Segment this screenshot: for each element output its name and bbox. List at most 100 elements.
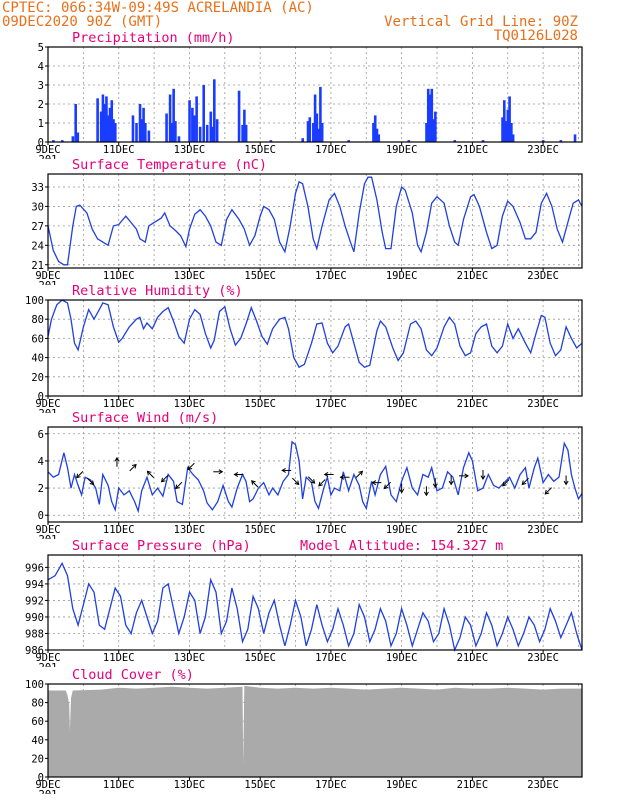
wind-arrowhead [323,472,329,477]
x-tick-label: 23DEC [527,779,559,791]
x-tick-label: 9DEC [35,270,60,282]
y-tick-label: 0 [38,772,44,784]
x-tick-label: 9DEC [35,652,60,664]
wind-arrow [175,481,183,489]
y-tick-label: 100 [25,679,44,691]
wind-arrow [292,477,300,485]
precip-bar [188,100,191,142]
precip-bar [511,134,515,142]
x-tick-label: 13DEC [174,270,206,282]
precip-bar [103,104,106,142]
panel-pres: 986 988 990 992 994 996 Surface Pressure (hPa)… [25,538,583,667]
wind-arrow [147,470,155,479]
wind-arrowhead [383,484,389,490]
x-tick-label: 23DEC [527,524,559,536]
wind-arrow [318,479,326,487]
x-tick-label: 9DEC [35,524,60,536]
precip-bar [138,104,142,142]
wind-arrowhead [310,479,316,484]
panel-frame [47,46,583,143]
y-tick-label: 30 [31,201,44,213]
x-tick-label: 13DEC [174,652,206,664]
precip-bar [74,104,77,142]
precip-bar [96,98,99,142]
x-tick-label: 17DEC [315,524,347,536]
header-grid-line: Vertical Grid Line: 90Z [384,14,578,30]
wind-arrowhead [399,488,405,494]
wind-arrow [76,470,84,479]
precip-bar [110,100,114,142]
x-tick-label: 17DEC [315,144,347,156]
temp-series-line [47,176,583,266]
panel-title: Cloud Cover (%) [72,667,194,683]
y-tick-label: 992 [25,595,44,607]
panel-wind: 0 2 4 6 Surface Wind (m/s) 9DEC 11DEC 13DEC 15DE… [35,410,583,539]
y-tick-label: 20 [31,372,44,384]
x-year-label: 201 [39,280,58,292]
x-tick-label: 13DEC [174,779,206,791]
x-tick-label: 15DEC [244,652,276,664]
wind-arrowhead [294,480,300,486]
x-tick-label: 17DEC [315,398,347,410]
y-tick-label: 80 [31,698,44,710]
precip-bar [52,140,55,142]
header-model-id: TQ0126L028 [494,28,578,44]
precip-bar [202,85,206,142]
precip-bar [211,126,214,142]
y-tick-label: 986 [25,645,44,657]
precip-bar [108,107,112,142]
wind-arrowhead [187,465,193,471]
wind-arrow [251,480,259,488]
y-tick-label: 40 [31,353,44,365]
wind-arrow [307,476,315,484]
precip-bar [453,140,457,142]
x-tick-label: 13DEC [174,398,206,410]
wind-arrowhead [464,473,469,479]
x-tick-label: 19DEC [386,652,418,664]
panel-title: Surface Wind (m/s) [72,410,218,426]
x-tick-label: 11DEC [103,779,135,791]
wind-arrow [161,475,169,483]
y-tick-label: 20 [31,753,44,765]
precip-bar [312,123,315,142]
y-tick-label: 100 [25,295,44,307]
wind-arrowhead [544,489,550,495]
precip-bar [377,134,381,142]
wind-arrow [355,470,363,479]
x-tick-label: 21DEC [457,398,489,410]
y-tick-label: 0 [38,510,44,522]
y-tick-label: 1 [38,118,44,130]
wind-arrowhead [563,480,569,486]
y-tick-label: 33 [31,182,44,194]
precip-bar [308,117,312,142]
wind-arrowhead [114,456,120,462]
x-tick-label: 23DEC [527,652,559,664]
panel-title: Surface Temperature (nC) [72,157,267,173]
panels-group: 0 1 2 3 4 5 Precipitation (mm/h) 9DEC 11DEC 13DEC… [25,30,583,800]
x-tick-label: 21DEC [457,652,489,664]
precip-bar [99,111,103,142]
header-date: 09DEC2020 90Z (GMT) [2,14,162,30]
panel-cloud: 0 20 40 60 80 100 Cloud Cover (%) 9DEC 11DEC 13DE… [25,667,583,800]
x-tick-label: 21DEC [457,524,489,536]
x-tick-label: 23DEC [527,398,559,410]
x-tick-label: 17DEC [315,270,347,282]
precip-bar [209,111,213,142]
x-tick-label: 23DEC [527,270,559,282]
precip-bar [106,115,110,142]
y-tick-label: 6 [38,429,44,441]
precip-bar [425,123,428,142]
x-year-label: 201 [39,789,58,800]
precip-bar [506,109,510,142]
wind-arrowhead [318,481,323,487]
precip-bar [430,88,434,142]
x-tick-label: 13DEC [174,524,206,536]
wind-arrowhead [423,491,429,497]
panel-title: Surface Pressure (hPa) [72,538,251,554]
precip-bar [510,123,513,142]
y-tick-label: 27 [31,221,44,233]
y-tick-label: 80 [31,314,44,326]
precip-bar [306,121,310,142]
wind-arrowhead [175,484,180,490]
y-tick-label: 4 [38,456,44,468]
